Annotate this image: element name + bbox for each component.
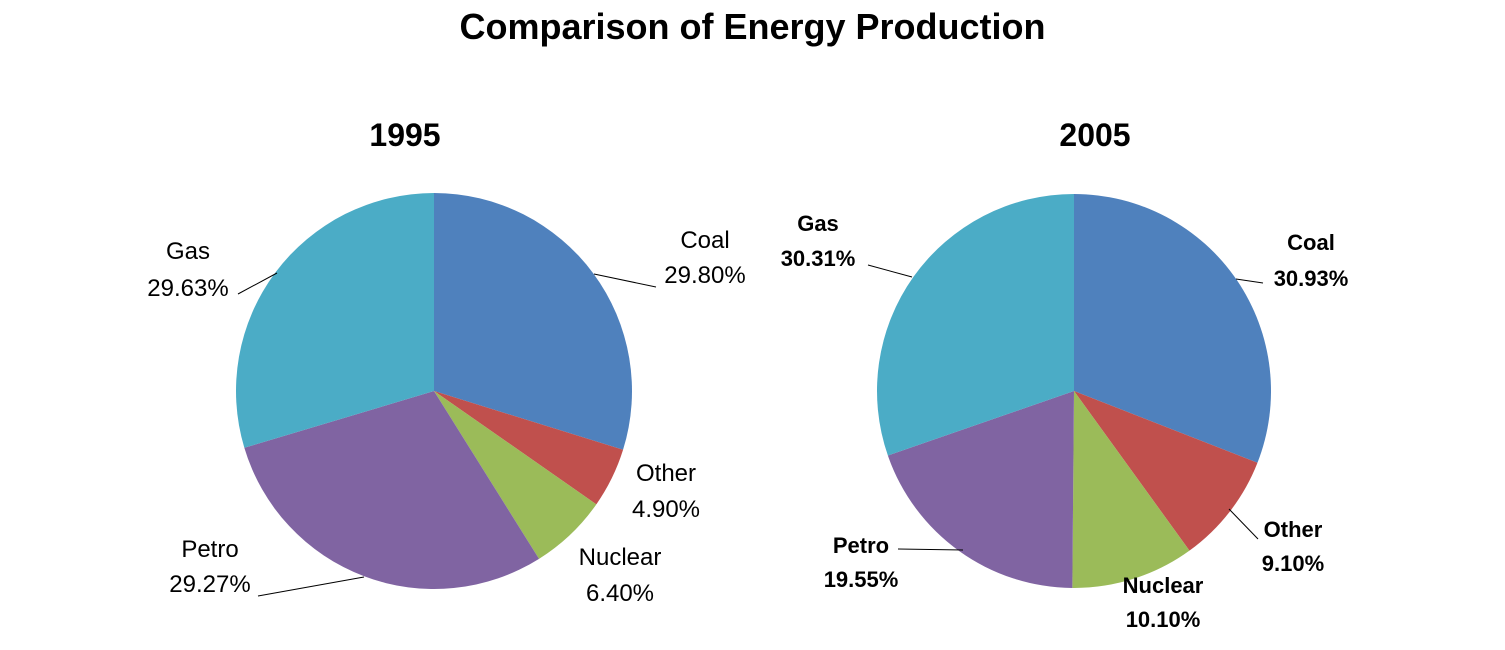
slice-2005-gas xyxy=(877,194,1074,456)
slice-1995-other xyxy=(434,391,624,505)
slice-name-1995-gas: Gas xyxy=(166,238,210,265)
leader-line-2005-petro xyxy=(897,548,964,551)
slice-name-1995-other: Other xyxy=(636,460,696,487)
slice-2005-nuclear xyxy=(1072,391,1190,588)
slice-value-1995-other: 4.90% xyxy=(632,496,700,523)
leader-line-2005-other xyxy=(1228,508,1259,540)
slice-2005-other xyxy=(1074,391,1258,551)
slice-name-1995-coal: Coal xyxy=(680,227,729,254)
slice-value-2005-other: 9.10% xyxy=(1262,551,1324,576)
leader-line-1995-gas xyxy=(237,272,278,295)
slice-1995-nuclear xyxy=(434,391,597,559)
pie-2005: 2005 Coal 30.93% Other 9.10% Nuclear 10.10% Pet… xyxy=(781,117,1349,632)
slice-name-2005-coal: Coal xyxy=(1287,230,1335,255)
slice-name-2005-other: Other xyxy=(1264,517,1323,542)
slice-name-1995-nuclear: Nuclear xyxy=(579,544,662,571)
chart-title: Comparison of Energy Production xyxy=(459,6,1046,47)
pie-title-1995: 1995 xyxy=(369,117,440,153)
slice-name-1995-petro: Petro xyxy=(181,536,238,563)
leader-line-2005-coal xyxy=(1235,278,1264,284)
slice-name-2005-nuclear: Nuclear xyxy=(1123,573,1204,598)
slice-value-2005-gas: 30.31% xyxy=(781,246,856,271)
slice-value-1995-nuclear: 6.40% xyxy=(586,580,654,607)
slice-value-1995-petro: 29.27% xyxy=(169,571,250,598)
slice-value-2005-nuclear: 10.10% xyxy=(1126,607,1201,632)
slice-value-1995-coal: 29.80% xyxy=(664,262,745,289)
slice-2005-coal xyxy=(1074,194,1272,463)
slice-name-2005-gas: Gas xyxy=(797,211,839,236)
slice-value-2005-petro: 19.55% xyxy=(824,567,899,592)
pie-title-2005: 2005 xyxy=(1059,117,1130,153)
pie-1995: 1995 Coal 29.80% Other 4.90% Nuclear 6.40% Petr… xyxy=(147,117,745,607)
slice-1995-petro xyxy=(244,391,540,589)
slice-value-1995-gas: 29.63% xyxy=(147,275,228,302)
leader-line-2005-gas xyxy=(867,264,913,278)
slice-1995-gas xyxy=(236,193,434,448)
slice-2005-petro xyxy=(887,391,1074,588)
slice-name-2005-petro: Petro xyxy=(833,533,889,558)
leader-line-1995-coal xyxy=(593,273,657,288)
slice-1995-coal xyxy=(434,193,632,450)
slice-value-2005-coal: 30.93% xyxy=(1274,266,1349,291)
leader-line-1995-petro xyxy=(257,576,365,597)
